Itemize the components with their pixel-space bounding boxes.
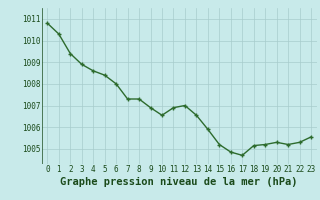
X-axis label: Graphe pression niveau de la mer (hPa): Graphe pression niveau de la mer (hPa) <box>60 177 298 187</box>
